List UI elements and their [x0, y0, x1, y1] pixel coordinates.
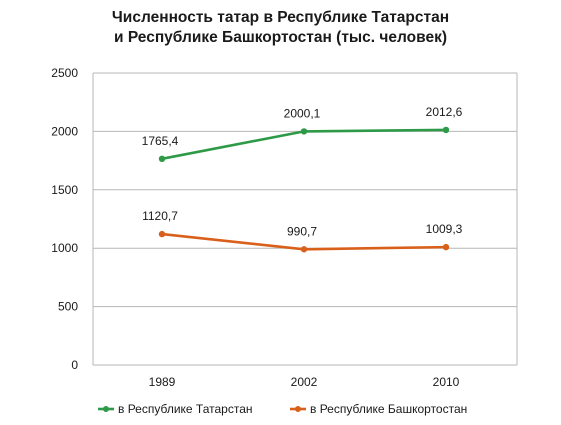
y-tick-label-1: 500	[58, 300, 78, 314]
y-tick-label-5: 2500	[51, 66, 78, 80]
data-point-1-1	[300, 246, 308, 253]
data-label-0-0: 1765,4	[142, 134, 179, 148]
data-label-0-1: 2000,1	[284, 106, 321, 120]
data-label-1-1: 990,7	[287, 224, 317, 238]
legend-label-0: в Республике Татарстан	[118, 402, 253, 416]
data-label-1-2: 1009,3	[426, 222, 463, 236]
data-point-0-1	[300, 128, 308, 135]
data-point-0-2	[442, 126, 450, 134]
y-tick-label-3: 1500	[51, 183, 78, 197]
x-tick-label-1: 2002	[291, 375, 318, 389]
y-tick-label-2: 1000	[51, 241, 78, 255]
data-label-1-0: 1120,7	[142, 209, 178, 223]
legend-label-1: в Республике Башкортостан	[310, 402, 467, 416]
data-label-0-2: 2012,6	[426, 105, 463, 119]
chart-title-line-2: и Республике Башкортостан (тыс. человек)	[114, 29, 447, 46]
legend-marker-0	[103, 406, 109, 412]
y-tick-label-4: 2000	[51, 124, 78, 138]
x-tick-label-0: 1989	[149, 375, 176, 389]
chart-title: Численность татар в Республике Татарстан…	[0, 8, 561, 48]
x-tick-label-2: 2010	[433, 375, 460, 389]
y-tick-label-0: 0	[71, 358, 78, 372]
chart-title-line-1: Численность татар в Республике Татарстан	[111, 9, 450, 26]
data-point-0-0	[158, 155, 166, 163]
data-point-1-0	[158, 230, 166, 238]
legend-marker-1	[295, 406, 301, 412]
data-point-1-2	[442, 243, 450, 251]
